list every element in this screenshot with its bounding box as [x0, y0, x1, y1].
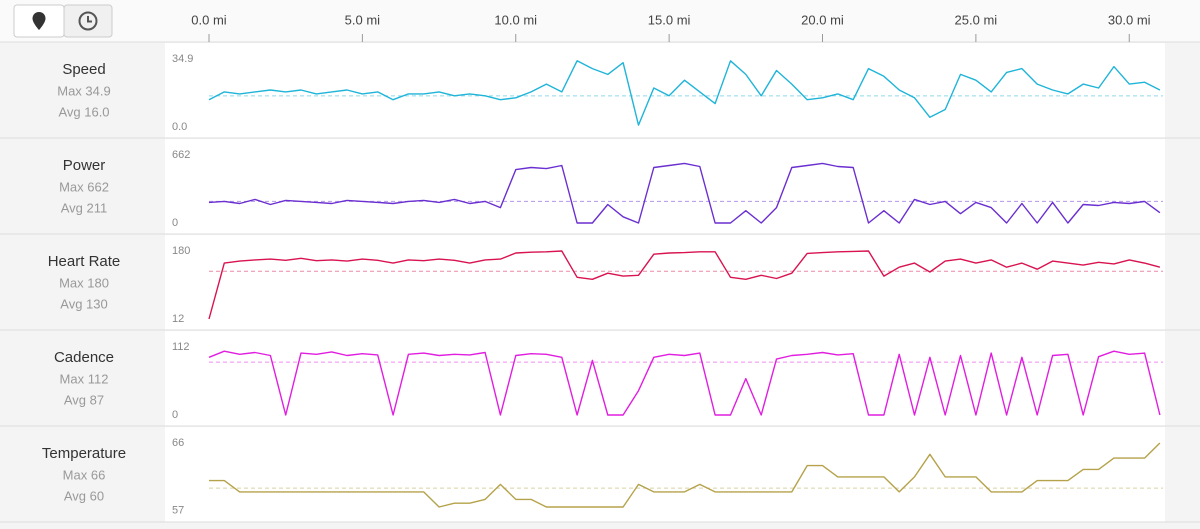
stat-label: Max 34.9: [57, 83, 110, 98]
plot-background: [165, 331, 1165, 426]
x-tick-label: 0.0 mi: [191, 12, 227, 27]
x-tick-label: 20.0 mi: [801, 12, 844, 27]
stat-label: Max 180: [59, 275, 109, 290]
x-tick-label: 15.0 mi: [648, 12, 691, 27]
chart-title: Heart Rate: [48, 253, 121, 270]
stat-label: Avg 130: [60, 296, 107, 311]
clock-icon[interactable]: [78, 11, 98, 31]
stat-label: Max 112: [60, 371, 109, 386]
series-line: [208, 350, 1161, 416]
plot-background: [165, 235, 1165, 330]
y-tick-label: 12: [172, 313, 184, 325]
series-line: [209, 442, 1161, 508]
clock-hands[interactable]: [87, 16, 92, 23]
plot-background: [165, 43, 1165, 138]
x-tick-label: 5.0 mi: [345, 12, 381, 27]
y-tick-label: 662: [172, 149, 190, 161]
plot-background: [165, 139, 1165, 234]
stat-label: Avg 16.0: [58, 104, 109, 119]
chart-title: Speed: [62, 61, 105, 78]
plot-background: [165, 427, 1165, 522]
x-tick-label: 25.0 mi: [955, 12, 998, 27]
series-line: [208, 250, 1161, 320]
time-button[interactable]: [63, 4, 113, 38]
y-tick-label: 34.9: [172, 53, 193, 65]
y-tick-label: 57: [172, 505, 184, 517]
x-tick-label: 30.0 mi: [1108, 12, 1151, 27]
series-line: [208, 162, 1161, 224]
pin-icon[interactable]: [32, 12, 46, 30]
series-line: [208, 60, 1161, 126]
stat-label: Avg 87: [64, 392, 104, 407]
y-tick-label: 112: [172, 341, 190, 353]
x-tick-label: 10.0 mi: [494, 12, 537, 27]
stat-label: Max 66: [63, 467, 106, 482]
chart-title: Cadence: [54, 349, 114, 366]
map-button[interactable]: [13, 4, 65, 38]
stat-label: Avg 211: [61, 200, 108, 215]
y-tick-label: 66: [172, 437, 184, 449]
y-tick-label: 0: [172, 409, 178, 421]
stat-label: Avg 60: [64, 488, 104, 503]
y-tick-label: 180: [172, 245, 190, 257]
chart-title: Temperature: [42, 445, 126, 462]
y-tick-label: 0.0: [172, 121, 187, 133]
y-tick-label: 0: [172, 217, 178, 229]
toolbar: [0, 0, 1200, 42]
chart-title: Power: [63, 157, 106, 174]
stat-label: Max 662: [59, 179, 109, 194]
